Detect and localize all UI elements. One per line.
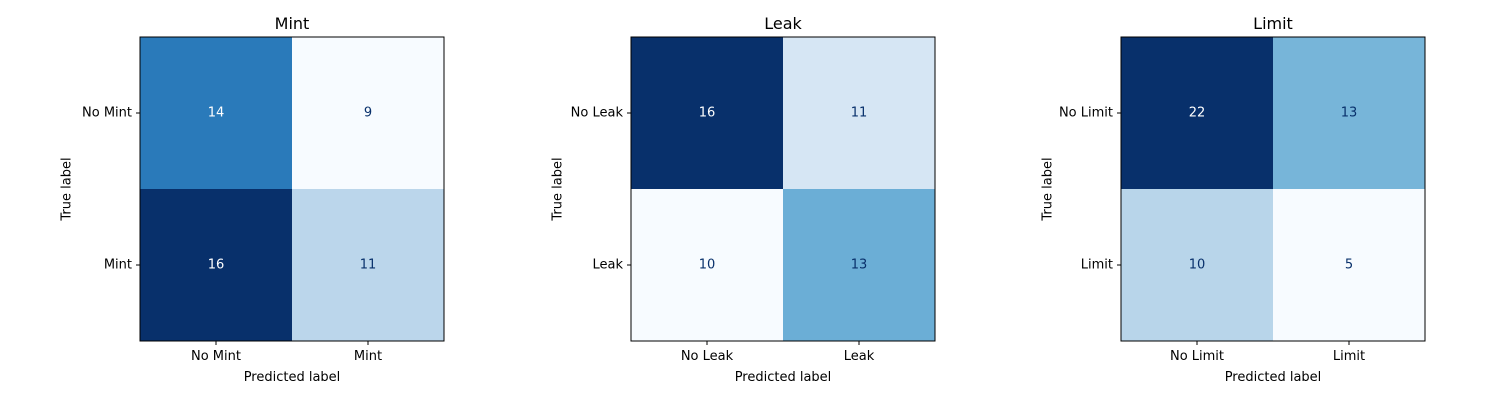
y-tick-label: No Leak bbox=[571, 106, 624, 121]
y-axis-label: True label bbox=[60, 157, 75, 221]
x-tick-label: Limit bbox=[1333, 349, 1365, 364]
y-axis-label: True label bbox=[551, 157, 566, 221]
x-tick-label: No Mint bbox=[191, 349, 241, 364]
x-tick-label: Mint bbox=[354, 349, 382, 364]
x-tick-label: No Leak bbox=[681, 349, 734, 364]
cell-value-label: 16 bbox=[699, 106, 716, 121]
cell-value-label: 13 bbox=[851, 258, 868, 273]
matrix-cell bbox=[783, 189, 935, 341]
x-axis-label: Predicted label bbox=[244, 370, 341, 385]
x-tick-label: No Limit bbox=[1170, 349, 1224, 364]
cell-value-label: 11 bbox=[360, 258, 377, 273]
x-axis-label: Predicted label bbox=[735, 370, 832, 385]
cell-value-label: 10 bbox=[1189, 258, 1206, 273]
axes-frame bbox=[139, 36, 445, 342]
chart-title: Mint bbox=[275, 14, 310, 33]
cell-value-label: 10 bbox=[699, 258, 716, 273]
cell-value-label: 16 bbox=[208, 258, 225, 273]
matrix-cell bbox=[783, 37, 935, 189]
cell-value-label: 9 bbox=[364, 106, 372, 121]
y-tick-label: Limit bbox=[1081, 258, 1113, 273]
cell-value-label: 13 bbox=[1341, 106, 1358, 121]
matrix-cell bbox=[1121, 189, 1273, 341]
matrix-cell bbox=[631, 37, 783, 189]
y-tick-label: Mint bbox=[104, 258, 132, 273]
matrix-cell bbox=[1273, 37, 1425, 189]
x-tick-label: Leak bbox=[844, 349, 875, 364]
chart-title: Leak bbox=[764, 14, 802, 33]
y-tick-label: No Limit bbox=[1059, 106, 1113, 121]
y-tick-label: No Mint bbox=[82, 106, 132, 121]
chart-title: Limit bbox=[1253, 14, 1293, 33]
matrix-cell bbox=[1273, 189, 1425, 341]
matrix-cell bbox=[140, 37, 292, 189]
matrix-cell bbox=[292, 37, 444, 189]
axes-frame bbox=[630, 36, 936, 342]
matrix-cell bbox=[1121, 37, 1273, 189]
matrix-cell bbox=[140, 189, 292, 341]
cell-value-label: 22 bbox=[1189, 106, 1206, 121]
cell-value-label: 14 bbox=[208, 106, 225, 121]
matrix-cell bbox=[292, 189, 444, 341]
axes-frame bbox=[1120, 36, 1426, 342]
cell-value-label: 5 bbox=[1345, 258, 1353, 273]
cell-value-label: 11 bbox=[851, 106, 868, 121]
y-tick-label: Leak bbox=[592, 258, 623, 273]
y-axis-label: True label bbox=[1041, 157, 1056, 221]
matrix-cell bbox=[631, 189, 783, 341]
x-axis-label: Predicted label bbox=[1225, 370, 1322, 385]
